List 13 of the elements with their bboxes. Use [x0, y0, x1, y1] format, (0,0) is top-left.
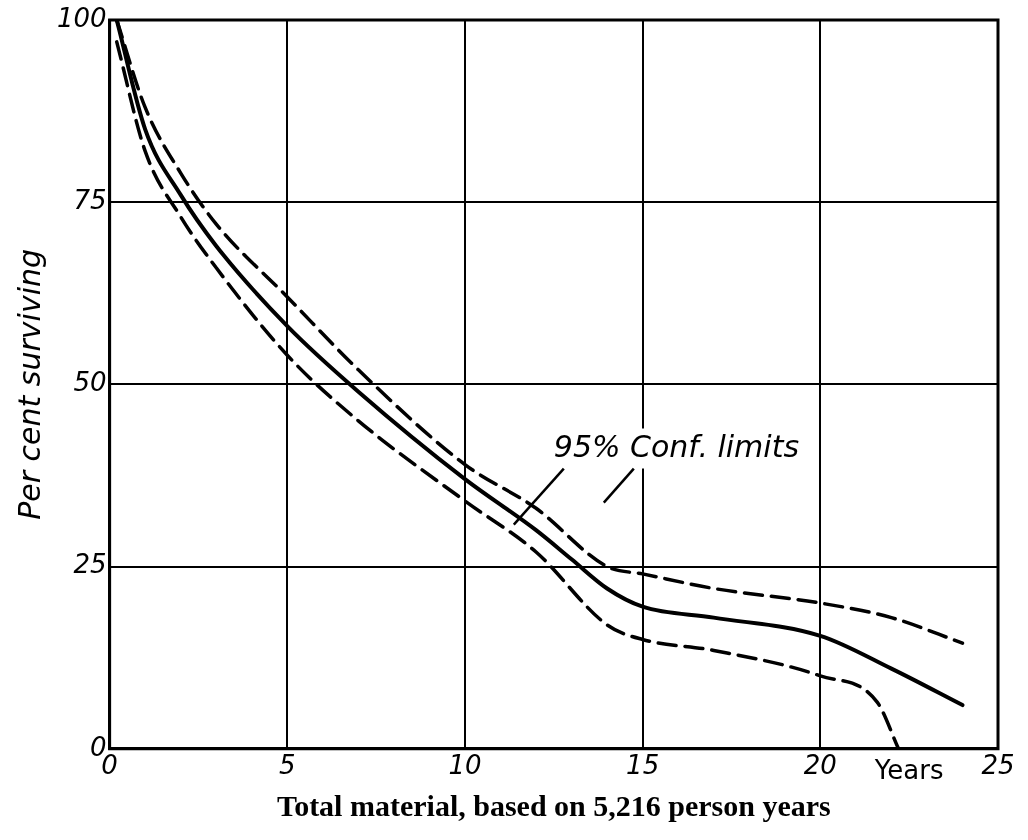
- y-axis-title: Per cent surviving: [11, 248, 47, 520]
- text: Years: [873, 754, 944, 785]
- x-tick-label: 20: [803, 750, 837, 781]
- y-tick-label: 75: [73, 184, 107, 215]
- x-tick-label: 25: [981, 750, 1015, 781]
- x-axis-title: Total material, based on 5,216 person years: [276, 788, 831, 822]
- x-tick-label: 10: [448, 750, 482, 781]
- annotation: 95% Conf. limits: [553, 429, 800, 465]
- x-tick-label: 5: [279, 750, 296, 781]
- y-tick-label: 50: [73, 367, 107, 398]
- y-tick-label: 100: [56, 2, 107, 33]
- y-tick-label: 25: [73, 549, 107, 580]
- x-tick-label: 15: [626, 750, 660, 781]
